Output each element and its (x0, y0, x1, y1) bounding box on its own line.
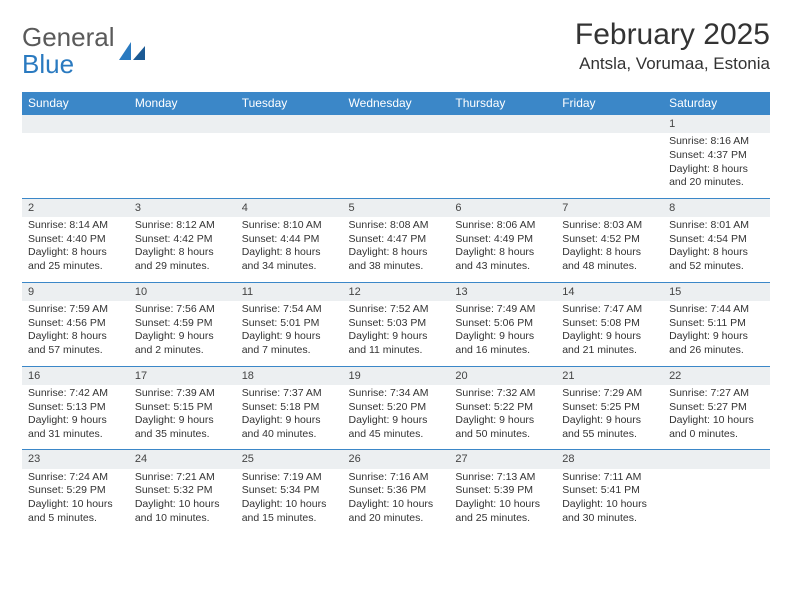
day-info: Sunrise: 8:08 AM Sunset: 4:47 PM Dayligh… (343, 217, 450, 282)
day-number (449, 115, 556, 134)
day-info: Sunrise: 8:12 AM Sunset: 4:42 PM Dayligh… (129, 217, 236, 282)
day-info: Sunrise: 7:56 AM Sunset: 4:59 PM Dayligh… (129, 301, 236, 366)
day-number: 14 (556, 282, 663, 301)
day-info (556, 133, 663, 198)
calendar-table: SundayMondayTuesdayWednesdayThursdayFrid… (22, 92, 770, 533)
day-info (449, 133, 556, 198)
day-info: Sunrise: 8:03 AM Sunset: 4:52 PM Dayligh… (556, 217, 663, 282)
day-info: Sunrise: 7:24 AM Sunset: 5:29 PM Dayligh… (22, 469, 129, 534)
day-number: 3 (129, 198, 236, 217)
day-number: 21 (556, 366, 663, 385)
day-info: Sunrise: 7:37 AM Sunset: 5:18 PM Dayligh… (236, 385, 343, 450)
day-number: 16 (22, 366, 129, 385)
day-info: Sunrise: 7:16 AM Sunset: 5:36 PM Dayligh… (343, 469, 450, 534)
day-number (556, 115, 663, 134)
day-info: Sunrise: 7:19 AM Sunset: 5:34 PM Dayligh… (236, 469, 343, 534)
day-info: Sunrise: 7:52 AM Sunset: 5:03 PM Dayligh… (343, 301, 450, 366)
day-number: 2 (22, 198, 129, 217)
day-info: Sunrise: 8:14 AM Sunset: 4:40 PM Dayligh… (22, 217, 129, 282)
day-number: 4 (236, 198, 343, 217)
day-number: 22 (663, 366, 770, 385)
logo-text: General Blue (22, 24, 115, 78)
day-info (343, 133, 450, 198)
day-number: 19 (343, 366, 450, 385)
day-number: 13 (449, 282, 556, 301)
day-number: 1 (663, 115, 770, 134)
day-info: Sunrise: 8:16 AM Sunset: 4:37 PM Dayligh… (663, 133, 770, 198)
day-info (236, 133, 343, 198)
day-number: 18 (236, 366, 343, 385)
day-info: Sunrise: 7:13 AM Sunset: 5:39 PM Dayligh… (449, 469, 556, 534)
day-info (129, 133, 236, 198)
day-info: Sunrise: 7:49 AM Sunset: 5:06 PM Dayligh… (449, 301, 556, 366)
day-info: Sunrise: 7:27 AM Sunset: 5:27 PM Dayligh… (663, 385, 770, 450)
day-number: 20 (449, 366, 556, 385)
day-number (22, 115, 129, 134)
location: Antsla, Vorumaa, Estonia (575, 54, 770, 74)
day-number (343, 115, 450, 134)
weekday-header: Tuesday (236, 92, 343, 115)
calendar-header: SundayMondayTuesdayWednesdayThursdayFrid… (22, 92, 770, 115)
day-number: 25 (236, 450, 343, 469)
day-info: Sunrise: 8:01 AM Sunset: 4:54 PM Dayligh… (663, 217, 770, 282)
day-number: 17 (129, 366, 236, 385)
day-number: 24 (129, 450, 236, 469)
day-number: 26 (343, 450, 450, 469)
day-number: 10 (129, 282, 236, 301)
weekday-header: Sunday (22, 92, 129, 115)
day-info: Sunrise: 7:54 AM Sunset: 5:01 PM Dayligh… (236, 301, 343, 366)
day-number: 28 (556, 450, 663, 469)
day-info: Sunrise: 7:42 AM Sunset: 5:13 PM Dayligh… (22, 385, 129, 450)
day-info: Sunrise: 8:06 AM Sunset: 4:49 PM Dayligh… (449, 217, 556, 282)
weekday-header: Monday (129, 92, 236, 115)
day-info: Sunrise: 7:21 AM Sunset: 5:32 PM Dayligh… (129, 469, 236, 534)
logo-word1: General (22, 22, 115, 52)
day-info: Sunrise: 8:10 AM Sunset: 4:44 PM Dayligh… (236, 217, 343, 282)
logo-word2: Blue (22, 49, 74, 79)
day-number (663, 450, 770, 469)
day-info: Sunrise: 7:32 AM Sunset: 5:22 PM Dayligh… (449, 385, 556, 450)
day-info: Sunrise: 7:29 AM Sunset: 5:25 PM Dayligh… (556, 385, 663, 450)
day-info (663, 469, 770, 534)
day-number (129, 115, 236, 134)
header: General Blue February 2025 Antsla, Vorum… (22, 18, 770, 78)
day-number: 8 (663, 198, 770, 217)
day-info (22, 133, 129, 198)
day-info: Sunrise: 7:39 AM Sunset: 5:15 PM Dayligh… (129, 385, 236, 450)
logo: General Blue (22, 24, 145, 78)
day-info: Sunrise: 7:11 AM Sunset: 5:41 PM Dayligh… (556, 469, 663, 534)
day-info: Sunrise: 7:44 AM Sunset: 5:11 PM Dayligh… (663, 301, 770, 366)
day-number: 23 (22, 450, 129, 469)
weekday-header: Wednesday (343, 92, 450, 115)
month-title: February 2025 (575, 18, 770, 52)
day-number: 5 (343, 198, 450, 217)
day-number: 11 (236, 282, 343, 301)
day-number: 9 (22, 282, 129, 301)
title-block: February 2025 Antsla, Vorumaa, Estonia (575, 18, 770, 74)
sail-icon (119, 42, 145, 60)
day-info: Sunrise: 7:34 AM Sunset: 5:20 PM Dayligh… (343, 385, 450, 450)
day-number: 27 (449, 450, 556, 469)
weekday-header: Friday (556, 92, 663, 115)
day-number: 12 (343, 282, 450, 301)
day-info: Sunrise: 7:59 AM Sunset: 4:56 PM Dayligh… (22, 301, 129, 366)
day-number (236, 115, 343, 134)
day-number: 7 (556, 198, 663, 217)
day-number: 6 (449, 198, 556, 217)
day-info: Sunrise: 7:47 AM Sunset: 5:08 PM Dayligh… (556, 301, 663, 366)
weekday-header: Thursday (449, 92, 556, 115)
weekday-header: Saturday (663, 92, 770, 115)
day-number: 15 (663, 282, 770, 301)
